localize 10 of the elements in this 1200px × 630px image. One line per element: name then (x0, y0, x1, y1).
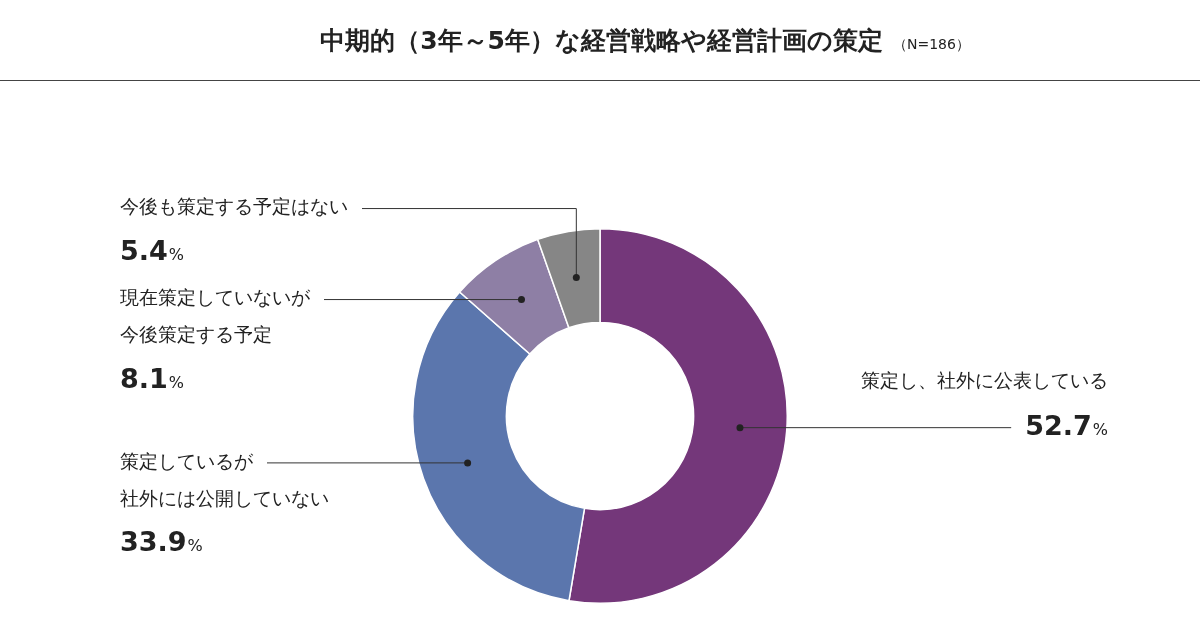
data-label: 5.4% (120, 234, 185, 266)
chart-title: 中期的（3年～5年）な経営戦略や経営計画の策定 (320, 26, 883, 55)
chart-subtitle: （N=186） (892, 36, 970, 52)
data-label: 8.1% (120, 362, 185, 394)
slice-label: 今後も策定する予定はない (120, 195, 348, 218)
slice-label: 現在策定していないが今後策定する予定 (120, 286, 311, 346)
data-label: 33.9% (120, 525, 203, 557)
slice-label: 策定し、社外に公表している (861, 368, 1108, 391)
data-label: 52.7% (1025, 409, 1108, 441)
slice-label: 策定しているが社外には公開していない (120, 449, 329, 509)
